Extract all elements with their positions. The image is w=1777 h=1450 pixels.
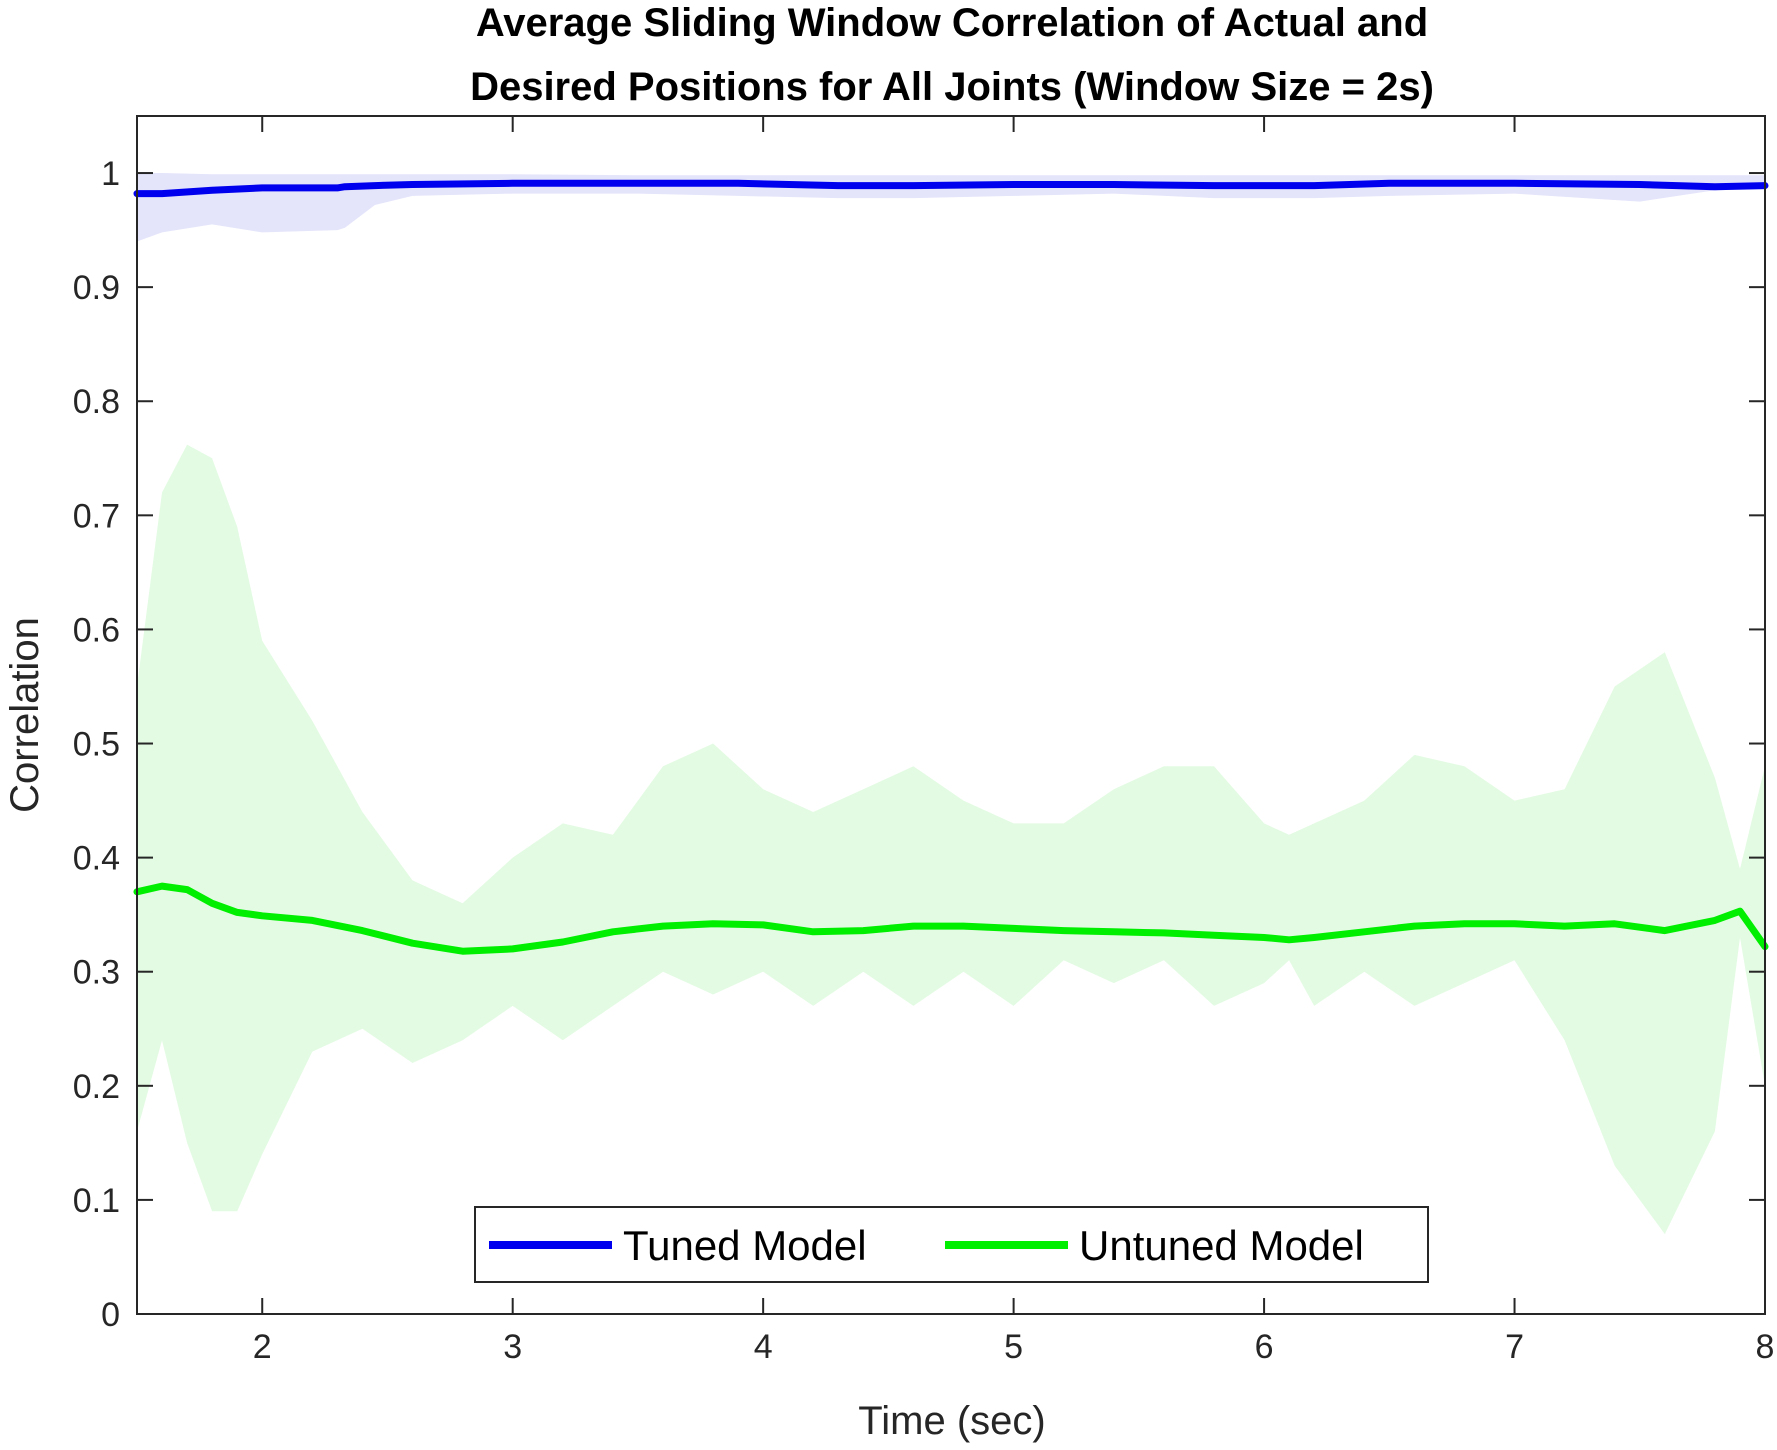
chart-title-line-1: Average Sliding Window Correlation of Ac… xyxy=(476,1,1428,45)
y-tick-label: 0 xyxy=(101,1296,120,1334)
y-tick-label: 0.5 xyxy=(73,726,120,764)
legend-label-tuned-model: Tuned Model xyxy=(623,1222,867,1269)
x-tick-label: 8 xyxy=(1756,1328,1775,1366)
y-tick-label: 0.8 xyxy=(73,383,120,421)
legend: Tuned Model Untuned Model xyxy=(474,1206,1429,1283)
y-tick-label: 1 xyxy=(101,155,120,193)
untuned-model-band xyxy=(137,444,1765,1235)
x-tick-label: 7 xyxy=(1505,1328,1524,1366)
y-tick-label: 0.2 xyxy=(73,1068,120,1106)
x-tick-label: 3 xyxy=(503,1328,522,1366)
tuned-model-band xyxy=(137,173,1765,242)
y-tick-label: 0.1 xyxy=(73,1182,120,1220)
x-axis-label: Time (sec) xyxy=(858,1399,1045,1443)
x-axis-ticks: 2 3 4 5 6 7 8 xyxy=(253,116,1775,1366)
y-tick-label: 0.3 xyxy=(73,954,120,992)
y-tick-label: 0.9 xyxy=(73,269,120,307)
y-axis-ticks: 0 0.1 0.2 0.3 0.4 0.5 0.6 0.7 0.8 0.9 1 xyxy=(73,155,1765,1334)
x-tick-label: 5 xyxy=(1004,1328,1023,1366)
series-lines xyxy=(133,179,1769,955)
y-axis-label: Correlation xyxy=(3,617,47,813)
x-tick-label: 6 xyxy=(1255,1328,1274,1366)
y-tick-label: 0.6 xyxy=(73,611,120,649)
x-tick-label: 4 xyxy=(754,1328,773,1366)
plot-area-frame xyxy=(136,115,1766,1315)
y-tick-label: 0.7 xyxy=(73,497,120,535)
confidence-bands xyxy=(137,173,1765,1235)
legend-label-untuned-model: Untuned Model xyxy=(1079,1222,1364,1269)
untuned-model-line xyxy=(133,882,1769,955)
x-tick-label: 2 xyxy=(253,1328,272,1366)
chart-title-line-2: Desired Positions for All Joints (Window… xyxy=(470,65,1434,109)
tuned-model-line xyxy=(133,179,1769,198)
y-tick-label: 0.4 xyxy=(73,840,120,878)
